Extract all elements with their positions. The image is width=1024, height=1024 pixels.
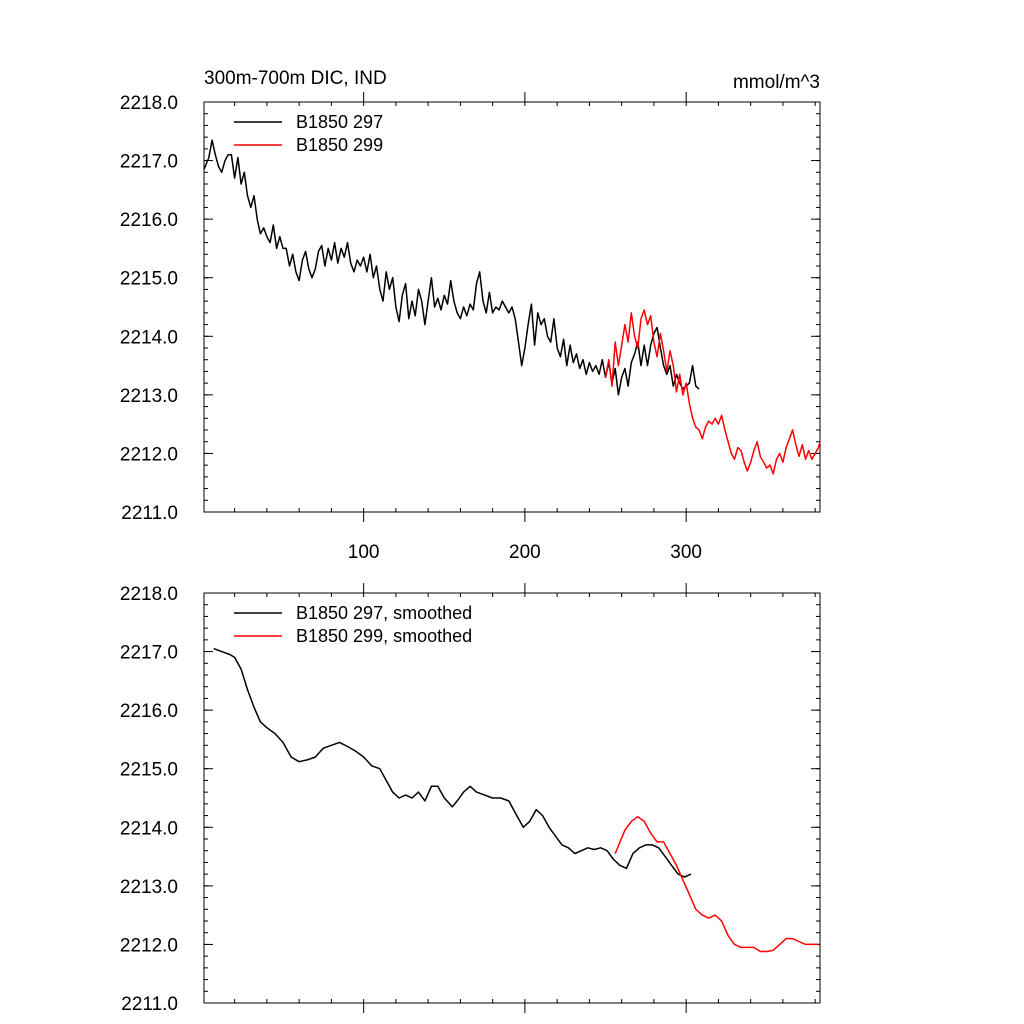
series-line-0 <box>213 647 692 878</box>
series-line-1 <box>604 309 821 475</box>
legend-label: B1850 297 <box>296 112 383 132</box>
y-tick-label: 2216.0 <box>120 701 178 722</box>
x-tick-label: 100 <box>348 542 380 563</box>
y-tick-label: 2217.0 <box>120 152 178 173</box>
x-tick-label: 300 <box>670 542 702 563</box>
y-tick-label: 2217.0 <box>120 643 178 664</box>
series-line-0 <box>203 139 700 396</box>
series-line-1 <box>614 815 819 953</box>
y-tick-label: 2211.0 <box>121 503 178 524</box>
y-tick-label: 2213.0 <box>120 877 178 898</box>
y-tick-label: 2212.0 <box>120 935 178 956</box>
bottom-panel: 2211.0 2212.0 2213.0 2214.0 2215.0 2216.0 2217… <box>120 583 821 1015</box>
x-tick-label: 200 <box>509 542 541 563</box>
y-tick-label: 2212.0 <box>120 444 178 465</box>
y-tick-label: 2214.0 <box>120 327 178 348</box>
legend-label: B1850 299 <box>296 135 383 155</box>
y-tick-label: 2211.0 <box>121 994 178 1015</box>
top-panel: 300m-700m DIC, IND mmol/m^3 2211.0 2212.0… <box>120 68 821 563</box>
y-tick-label: 2218.0 <box>120 93 178 114</box>
y-tick-label: 2218.0 <box>120 584 178 605</box>
y-tick-label: 2215.0 <box>120 760 178 781</box>
legend-label: B1850 297, smoothed <box>296 603 472 623</box>
y-tick-label: 2216.0 <box>120 210 178 231</box>
y-tick-label: 2213.0 <box>120 386 178 407</box>
y-tick-label: 2214.0 <box>120 818 178 839</box>
plot-frame <box>203 101 821 513</box>
y-tick-label: 2215.0 <box>120 269 178 290</box>
plot-frame <box>203 592 821 1004</box>
chart-title: 300m-700m DIC, IND <box>204 68 387 89</box>
legend-label: B1850 299, smoothed <box>296 626 472 646</box>
units-label: mmol/m^3 <box>733 72 820 93</box>
